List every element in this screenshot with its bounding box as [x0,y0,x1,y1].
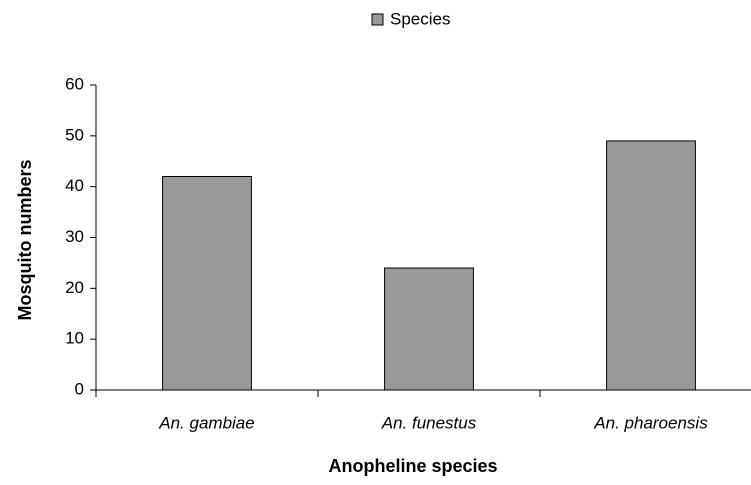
x-tick-label: An. funestus [381,413,477,432]
y-axis-title: Mosquito numbers [15,160,35,321]
x-tick-label: An. pharoensis [593,413,708,432]
x-axis-title: Anopheline species [328,456,497,476]
bar [606,140,696,391]
y-tick-label: 10 [65,329,84,348]
y-tick-label: 20 [65,278,84,297]
legend-swatch [371,13,384,26]
y-tick-label: 60 [65,74,84,93]
y-tick-label: 50 [65,125,84,144]
bar [162,176,252,391]
bar [384,267,474,391]
y-tick-label: 30 [65,227,84,246]
y-tick-label: 0 [75,379,84,398]
x-tick-label: An. gambiae [158,413,254,432]
legend-label: Species [390,9,450,28]
y-tick-label: 40 [65,176,84,195]
